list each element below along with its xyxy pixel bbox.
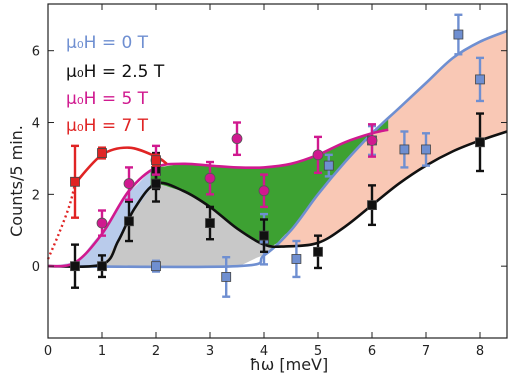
data-point [204, 172, 216, 184]
x-tick-label: 3 [206, 344, 214, 359]
y-tick-label: 4 [32, 117, 40, 132]
data-point [312, 149, 324, 161]
data-point [258, 185, 270, 197]
data-point [151, 155, 161, 166]
fit-curve-2 [47, 128, 389, 268]
data-point [313, 246, 323, 257]
y-tick-label: 0 [32, 260, 40, 275]
data-point [421, 144, 431, 155]
legend-entry-3: μ₀H = 7 T [66, 116, 149, 136]
tick-labels: 0 1 2 3 4 5 6 7 8 0 2 4 6 [32, 45, 484, 359]
axes [47, 3, 508, 339]
legend-entry-1: μ₀H = 2.5 T [66, 62, 165, 82]
data-point [221, 272, 232, 282]
fit-curve-dotted-3 [46, 183, 77, 260]
data-point [366, 135, 378, 146]
data-point [475, 74, 485, 85]
data-point [323, 160, 334, 171]
data-point [475, 137, 485, 148]
y-tick-label: 2 [32, 188, 40, 203]
x-tick-label: 8 [476, 344, 484, 359]
data-point [453, 29, 464, 40]
fit-curve-0 [47, 29, 508, 269]
legend-entry-0: μ₀H = 0 T [66, 33, 149, 53]
data-point [70, 261, 80, 272]
data-points [70, 13, 485, 298]
fit-curve-1 [47, 130, 508, 269]
data-point [96, 217, 108, 229]
data-point [151, 261, 161, 272]
data-point [70, 176, 80, 187]
x-axis-title: ħω [meV] [250, 355, 328, 374]
x-tick-label: 2 [152, 344, 160, 359]
x-tick-label: 0 [44, 344, 52, 359]
x-tick-label: 4 [260, 344, 268, 359]
x-tick-label: 7 [422, 344, 430, 359]
data-point [231, 133, 243, 145]
data-point [259, 230, 269, 241]
y-tick-label: 6 [32, 45, 40, 60]
x-tick-label: 1 [98, 344, 106, 359]
data-point [123, 178, 135, 189]
plot-frame [47, 3, 508, 339]
legend: μ₀H = 0 T μ₀H = 2.5 T μ₀H = 5 T μ₀H = 7 … [66, 33, 165, 136]
data-point [291, 254, 302, 264]
data-point [367, 200, 377, 211]
data-point [205, 218, 215, 228]
x-tick-label: 6 [368, 344, 376, 359]
fill-green [150, 117, 389, 246]
data-point [151, 178, 161, 189]
x-tick-label: 5 [314, 344, 322, 359]
data-point [97, 261, 107, 272]
data-point [124, 216, 134, 227]
data-point [399, 144, 410, 155]
data-point [97, 148, 107, 158]
y-axis-title: Counts/5 min. [7, 125, 26, 237]
legend-entry-2: μ₀H = 5 T [66, 89, 149, 109]
fit-curves [46, 29, 508, 269]
fill-grey [102, 183, 281, 267]
